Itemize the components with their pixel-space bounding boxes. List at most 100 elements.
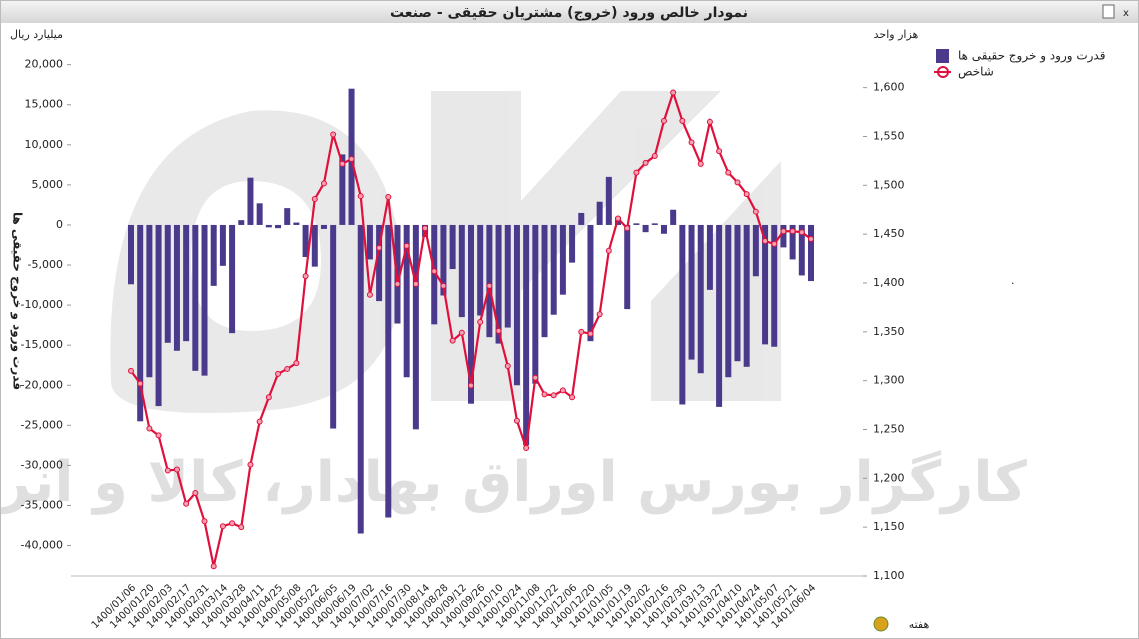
bar <box>596 201 603 225</box>
line-point <box>642 159 649 166</box>
bar <box>137 224 144 422</box>
bar <box>605 176 612 225</box>
y-tick-label: 15,000 <box>25 98 64 111</box>
line-point <box>697 160 704 167</box>
line-point <box>716 148 723 155</box>
y2-tick-label: 1,400 <box>873 276 905 289</box>
y2-tick-label: 1,300 <box>873 374 905 387</box>
line-point <box>780 228 787 235</box>
line-point <box>633 169 640 176</box>
line-point <box>495 327 502 334</box>
bar <box>541 224 548 338</box>
line-point <box>559 387 566 394</box>
bar <box>780 224 787 248</box>
y-tick-label: -30,000 <box>21 458 63 471</box>
line-point <box>247 461 254 468</box>
watermark-text: کارگزار بورس اوراق بهادار، کالا و انرژی <box>1 450 1027 515</box>
bar <box>789 224 796 260</box>
bar <box>752 224 759 277</box>
y2-tick-label: 1,600 <box>873 81 905 94</box>
line-point <box>330 131 337 138</box>
line-point <box>320 180 327 187</box>
bar <box>183 224 190 342</box>
bar <box>688 224 695 360</box>
line-point <box>605 247 612 254</box>
line-point <box>219 523 226 530</box>
line-point <box>183 500 190 507</box>
bar <box>366 224 373 260</box>
bar <box>550 224 557 315</box>
line-point <box>596 311 603 318</box>
line-point <box>468 382 474 389</box>
line-point <box>229 520 236 527</box>
legend-swatch <box>936 49 949 63</box>
bar <box>275 224 282 229</box>
bar <box>330 224 337 429</box>
bar <box>670 209 677 225</box>
close-icon[interactable]: x <box>1123 8 1129 19</box>
y-tick-label: -40,000 <box>21 539 63 552</box>
bar <box>587 224 594 342</box>
line-point <box>651 153 658 160</box>
line-point <box>532 374 539 381</box>
line-point <box>311 195 318 202</box>
line-point <box>238 524 245 531</box>
y-tick-label: 5,000 <box>32 178 64 191</box>
y-tick-label: 20,000 <box>25 58 64 71</box>
y-tick-label: -35,000 <box>21 498 63 511</box>
bar <box>642 224 649 233</box>
bar <box>468 224 474 404</box>
bar <box>440 224 447 296</box>
line-point <box>789 228 796 235</box>
bar <box>569 224 576 263</box>
bar <box>311 224 318 267</box>
bar <box>578 212 585 225</box>
y2-tick-label: 1,500 <box>873 178 905 191</box>
export-icon[interactable] <box>1102 4 1115 19</box>
bar <box>229 224 236 334</box>
legend-swatch <box>937 66 949 78</box>
line-point <box>348 155 355 162</box>
line-point <box>541 391 548 398</box>
line-point <box>128 367 134 374</box>
bar <box>385 224 392 518</box>
title-bar <box>1 1 1138 23</box>
y-tick-label: -5,000 <box>28 258 63 271</box>
line-point <box>706 118 713 125</box>
bar <box>559 224 566 295</box>
bar <box>431 224 438 325</box>
line-point <box>771 240 778 247</box>
line-point <box>412 280 419 287</box>
y2-unit: هزار واحد <box>874 28 919 41</box>
line-point <box>615 215 622 222</box>
line-point <box>550 392 557 399</box>
chart-title: نمودار خالص ورود (خروج) مشتریان حقیقی - … <box>390 5 748 21</box>
bar <box>256 203 263 225</box>
line-point <box>688 139 695 146</box>
line-point <box>752 208 759 215</box>
line-point <box>164 467 171 474</box>
y-tick-label: -25,000 <box>21 418 63 431</box>
y2-tick-label: 1,450 <box>873 227 905 240</box>
bar <box>504 224 511 328</box>
bar <box>302 224 309 258</box>
bar <box>697 224 704 374</box>
bar <box>706 224 713 290</box>
bar <box>376 224 383 302</box>
bar <box>798 224 805 276</box>
line-point <box>357 193 364 200</box>
line-point <box>265 394 272 401</box>
line-point <box>256 418 263 425</box>
line-point <box>513 417 520 424</box>
bar <box>743 224 750 367</box>
line-point <box>798 229 805 236</box>
refresh-icon[interactable] <box>873 616 889 632</box>
bar <box>651 223 658 225</box>
line-point <box>458 329 465 336</box>
legend-label: شاخص <box>958 65 994 80</box>
bar <box>624 224 631 310</box>
line-point <box>449 337 456 344</box>
bar <box>716 224 723 407</box>
y2-tick-label: 1,200 <box>873 471 905 484</box>
line-point <box>137 380 144 387</box>
